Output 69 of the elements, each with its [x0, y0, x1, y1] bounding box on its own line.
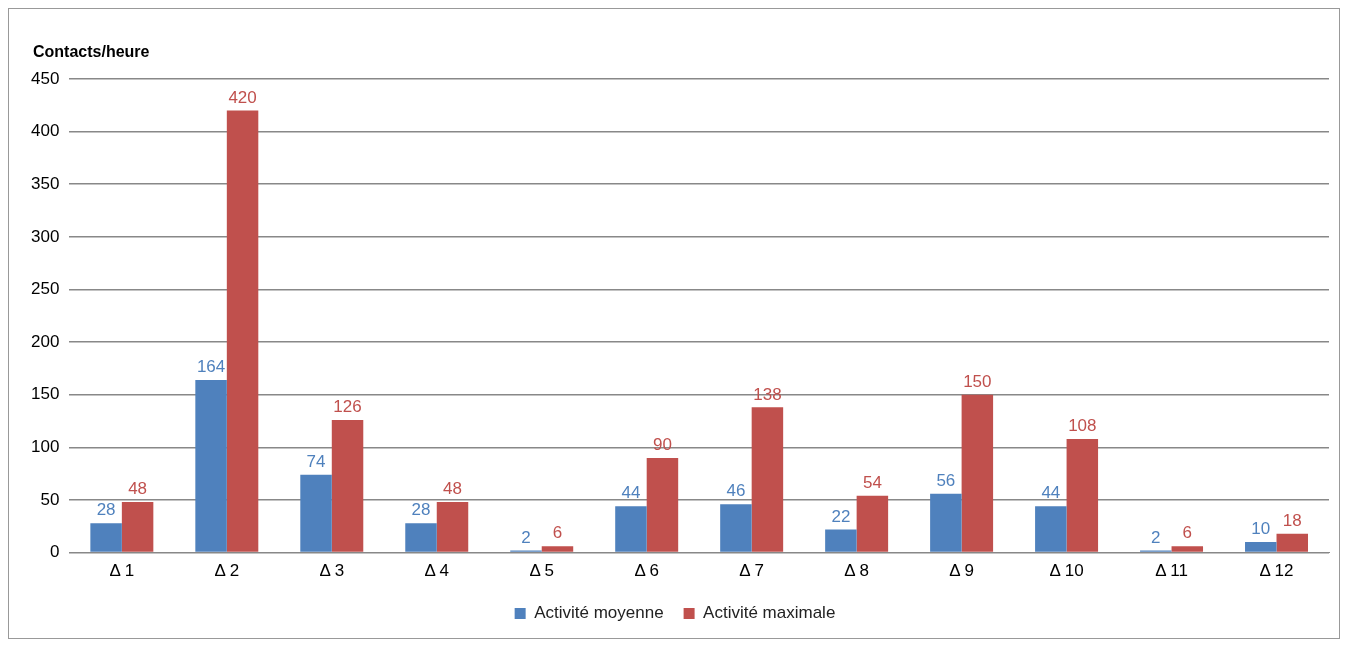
y-tick-label: 250 [30, 279, 60, 299]
x-tick-label: Δ 10 [1049, 561, 1084, 581]
bar [195, 380, 227, 552]
bar [720, 504, 752, 552]
x-tick-label: Δ 7 [739, 561, 764, 581]
data-label: 54 [862, 472, 882, 492]
y-axis-title: Contacts/heure [33, 43, 150, 61]
bar [541, 546, 574, 552]
data-label: 56 [936, 470, 956, 490]
data-label: 10 [1251, 519, 1271, 539]
data-label: 2 [1151, 527, 1161, 547]
x-tick-label: Δ 2 [214, 561, 240, 581]
bar [615, 506, 647, 552]
x-tick-label: Δ 1 [109, 561, 135, 581]
y-tick-label: 150 [30, 384, 60, 404]
y-tick-label: 100 [30, 437, 60, 457]
bar [1171, 546, 1204, 552]
bar [1066, 438, 1099, 552]
x-tick-label: Δ 3 [319, 561, 345, 581]
data-label: 44 [621, 483, 641, 503]
data-label: 28 [96, 500, 116, 520]
data-label: 6 [1182, 523, 1193, 543]
y-tick-label: 50 [40, 489, 60, 509]
x-tick-label: Δ 11 [1155, 561, 1188, 581]
bar [405, 523, 437, 552]
data-label: 74 [306, 451, 326, 471]
bar [1276, 533, 1309, 552]
x-tick-label: Δ 5 [529, 561, 555, 581]
data-label: 108 [1068, 416, 1097, 436]
y-tick-label: 300 [30, 226, 60, 246]
bar [1035, 506, 1067, 552]
data-label: 44 [1041, 483, 1061, 503]
data-label: 22 [831, 506, 851, 526]
data-label: 164 [196, 357, 226, 377]
bar [436, 502, 469, 552]
data-label: 18 [1282, 510, 1302, 530]
legend-label: Activité maximale [703, 603, 836, 623]
y-tick-label: 200 [30, 331, 60, 351]
y-tick-label: 450 [30, 68, 60, 88]
y-tick-label: 350 [30, 173, 60, 193]
x-tick-label: Δ 9 [949, 561, 974, 581]
bar [825, 529, 857, 552]
y-tick-label: 0 [49, 542, 60, 562]
data-label: 150 [963, 371, 992, 391]
data-label: 6 [552, 523, 563, 543]
bar [300, 474, 332, 552]
bar [930, 493, 962, 552]
data-label: 48 [443, 479, 462, 499]
x-tick-label: Δ 4 [424, 561, 450, 581]
data-label: 48 [128, 479, 148, 499]
data-label: 28 [411, 500, 431, 520]
bar [646, 457, 679, 552]
x-tick-label: Δ 8 [844, 561, 869, 581]
y-tick-label: 400 [30, 121, 60, 141]
x-tick-label: Δ 6 [634, 561, 659, 581]
bar [331, 419, 364, 552]
data-label: 420 [228, 87, 257, 107]
data-label: 126 [333, 397, 362, 417]
bar [1245, 542, 1277, 552]
bar [856, 495, 889, 552]
bar [226, 110, 259, 552]
data-label: 46 [726, 481, 746, 501]
bar [90, 523, 122, 552]
data-label: 2 [521, 527, 531, 547]
x-tick-label: Δ 12 [1259, 561, 1294, 581]
bar [751, 407, 784, 552]
bar [961, 394, 994, 552]
bar [121, 502, 154, 552]
legend-label: Activité moyenne [534, 603, 664, 623]
